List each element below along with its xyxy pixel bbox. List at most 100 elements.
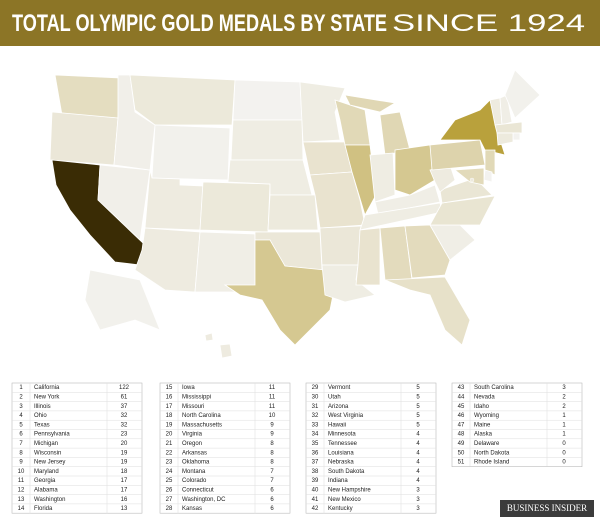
state: [404, 224, 451, 279]
rank: 28: [166, 506, 173, 512]
state-name: Arkansas: [182, 450, 207, 456]
state-name: Minnesota: [328, 432, 356, 438]
medals: 8: [270, 460, 274, 466]
rank: 19: [166, 422, 173, 428]
state-name: Connecticut: [182, 488, 214, 494]
medals: 2: [562, 395, 566, 401]
state: [219, 343, 233, 359]
rank: 13: [18, 497, 25, 503]
state-name: Florida: [34, 506, 53, 512]
rank: 2: [19, 395, 23, 401]
state: [484, 149, 496, 176]
medals: 0: [562, 441, 566, 447]
rank: 24: [166, 469, 173, 475]
state: [97, 164, 151, 241]
rank: 17: [166, 404, 173, 410]
state-name: Maine: [474, 422, 491, 428]
table-column: [451, 382, 583, 467]
medals: 19: [121, 460, 128, 466]
state: [394, 144, 436, 196]
state-name: Indiana: [328, 478, 348, 484]
medals: 4: [416, 441, 420, 447]
rank: 30: [312, 395, 319, 401]
state-name: Colorado: [182, 478, 207, 484]
medals: 32: [121, 422, 128, 428]
rank: 25: [166, 478, 173, 484]
state-name: Washington: [34, 497, 65, 503]
state-name: Virginia: [182, 432, 203, 438]
rank: 29: [312, 385, 319, 391]
medals: 1: [562, 432, 566, 438]
state-name: Washington, DC: [182, 497, 226, 503]
rank: 32: [312, 413, 319, 419]
medals: 11: [269, 395, 276, 401]
state: [204, 332, 214, 342]
medals: 5: [416, 385, 420, 391]
medals: 5: [416, 422, 420, 428]
medals: 16: [121, 497, 128, 503]
state-name: Massachusetts: [182, 422, 222, 428]
rank: 48: [458, 432, 465, 438]
map: [49, 69, 541, 359]
state-name: Mississippi: [182, 395, 211, 401]
state: [151, 124, 231, 181]
rank: 35: [312, 441, 319, 447]
medals: 1: [562, 413, 566, 419]
state: [49, 111, 119, 166]
state-name: Ohio: [34, 413, 47, 419]
state: [54, 74, 121, 119]
medals: 18: [121, 469, 128, 475]
rank: 40: [312, 488, 319, 494]
state: [369, 152, 396, 203]
medals: 17: [121, 478, 128, 484]
rank: 37: [312, 460, 319, 466]
state-name: New Hampshire: [328, 488, 371, 494]
state: [374, 184, 441, 215]
state: [344, 94, 397, 113]
state-name: Utah: [328, 395, 341, 401]
state: [504, 69, 541, 119]
medals: 3: [562, 385, 566, 391]
medals: 7: [270, 469, 274, 475]
state-name: Kentucky: [328, 506, 353, 512]
state: [494, 121, 523, 134]
rank: 12: [18, 488, 25, 494]
rank: 18: [166, 413, 173, 419]
rank: 8: [19, 450, 23, 456]
state-name: Oregon: [182, 441, 202, 447]
medals: 5: [416, 395, 420, 401]
state-name: Alabama: [34, 488, 58, 494]
state-name: South Dakota: [328, 469, 365, 475]
rank: 4: [19, 413, 23, 419]
rank: 20: [166, 432, 173, 438]
rank: 5: [19, 422, 23, 428]
rank: 50: [458, 450, 465, 456]
rank: 14: [18, 506, 25, 512]
rank: 38: [312, 469, 319, 475]
rank: 34: [312, 432, 319, 438]
rank: 47: [458, 422, 465, 428]
state-name: Georgia: [34, 478, 56, 484]
state-name: New York: [34, 395, 60, 401]
state-name: Missouri: [182, 404, 204, 410]
rank: 22: [166, 450, 173, 456]
state-name: Kansas: [182, 506, 202, 512]
medals: 4: [416, 469, 420, 475]
rank: 10: [18, 469, 25, 475]
state-name: New Jersey: [34, 460, 65, 466]
state: [384, 276, 471, 346]
state: [499, 94, 513, 126]
rank: 44: [458, 395, 465, 401]
rank: 49: [458, 441, 465, 447]
state: [429, 195, 496, 226]
state-name: Michigan: [34, 441, 58, 447]
rank: 23: [166, 460, 173, 466]
state-name: West Virginia: [328, 413, 364, 419]
rank: 3: [19, 404, 23, 410]
medals: 4: [416, 460, 420, 466]
rank: 33: [312, 422, 319, 428]
state-name: Wyoming: [474, 413, 499, 419]
medals: 5: [416, 413, 420, 419]
medals: 1: [562, 422, 566, 428]
medals: 122: [119, 385, 130, 391]
